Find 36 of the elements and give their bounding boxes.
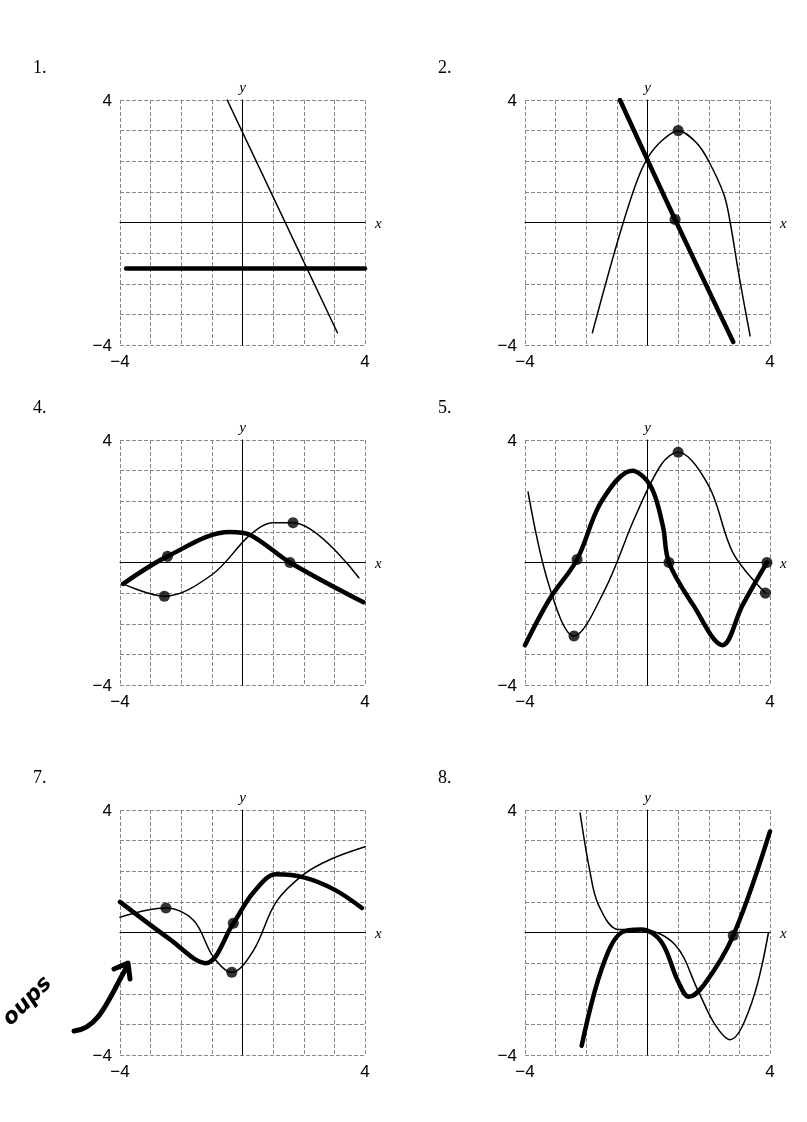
chart-title: 7. — [33, 767, 47, 787]
x-tick-label: 4 — [360, 352, 370, 371]
y-axis-title: y — [237, 78, 247, 95]
y-tick-label: 4 — [507, 430, 517, 450]
x-tick-label: 4 — [360, 1062, 370, 1081]
y-tick-label: −4 — [497, 1045, 517, 1065]
x-tick-label: 4 — [765, 352, 775, 371]
x-axis-title: x — [779, 554, 787, 571]
y-tick-label: 4 — [507, 90, 517, 110]
y-axis-title: y — [642, 418, 652, 435]
chart-title: 5. — [438, 397, 452, 417]
y-tick-label: 4 — [102, 90, 112, 110]
y-tick-label: −4 — [497, 675, 517, 695]
x-tick-label: 4 — [765, 692, 775, 711]
y-axis-title: y — [642, 78, 652, 95]
y-tick-label: 4 — [102, 430, 112, 450]
chart-title: 2. — [438, 57, 452, 77]
y-tick-label: 4 — [102, 800, 112, 820]
x-axis-title: x — [374, 554, 382, 571]
x-tick-label: 4 — [360, 692, 370, 711]
x-axis-title: x — [779, 924, 787, 941]
chart-title: 1. — [33, 57, 47, 77]
y-axis-title: y — [237, 788, 247, 805]
chart-title: 8. — [438, 767, 452, 787]
y-tick-label: −4 — [497, 335, 517, 355]
y-tick-label: 4 — [507, 800, 517, 820]
x-tick-label: 4 — [765, 1062, 775, 1081]
y-tick-label: −4 — [92, 675, 112, 695]
y-tick-label: −4 — [92, 1045, 112, 1065]
y-axis-title: y — [237, 418, 247, 435]
x-axis-title: x — [374, 214, 382, 231]
x-axis-title: x — [374, 924, 382, 941]
y-axis-title: y — [642, 788, 652, 805]
chart-title: 4. — [33, 397, 47, 417]
y-tick-label: −4 — [92, 335, 112, 355]
x-axis-title: x — [779, 214, 787, 231]
